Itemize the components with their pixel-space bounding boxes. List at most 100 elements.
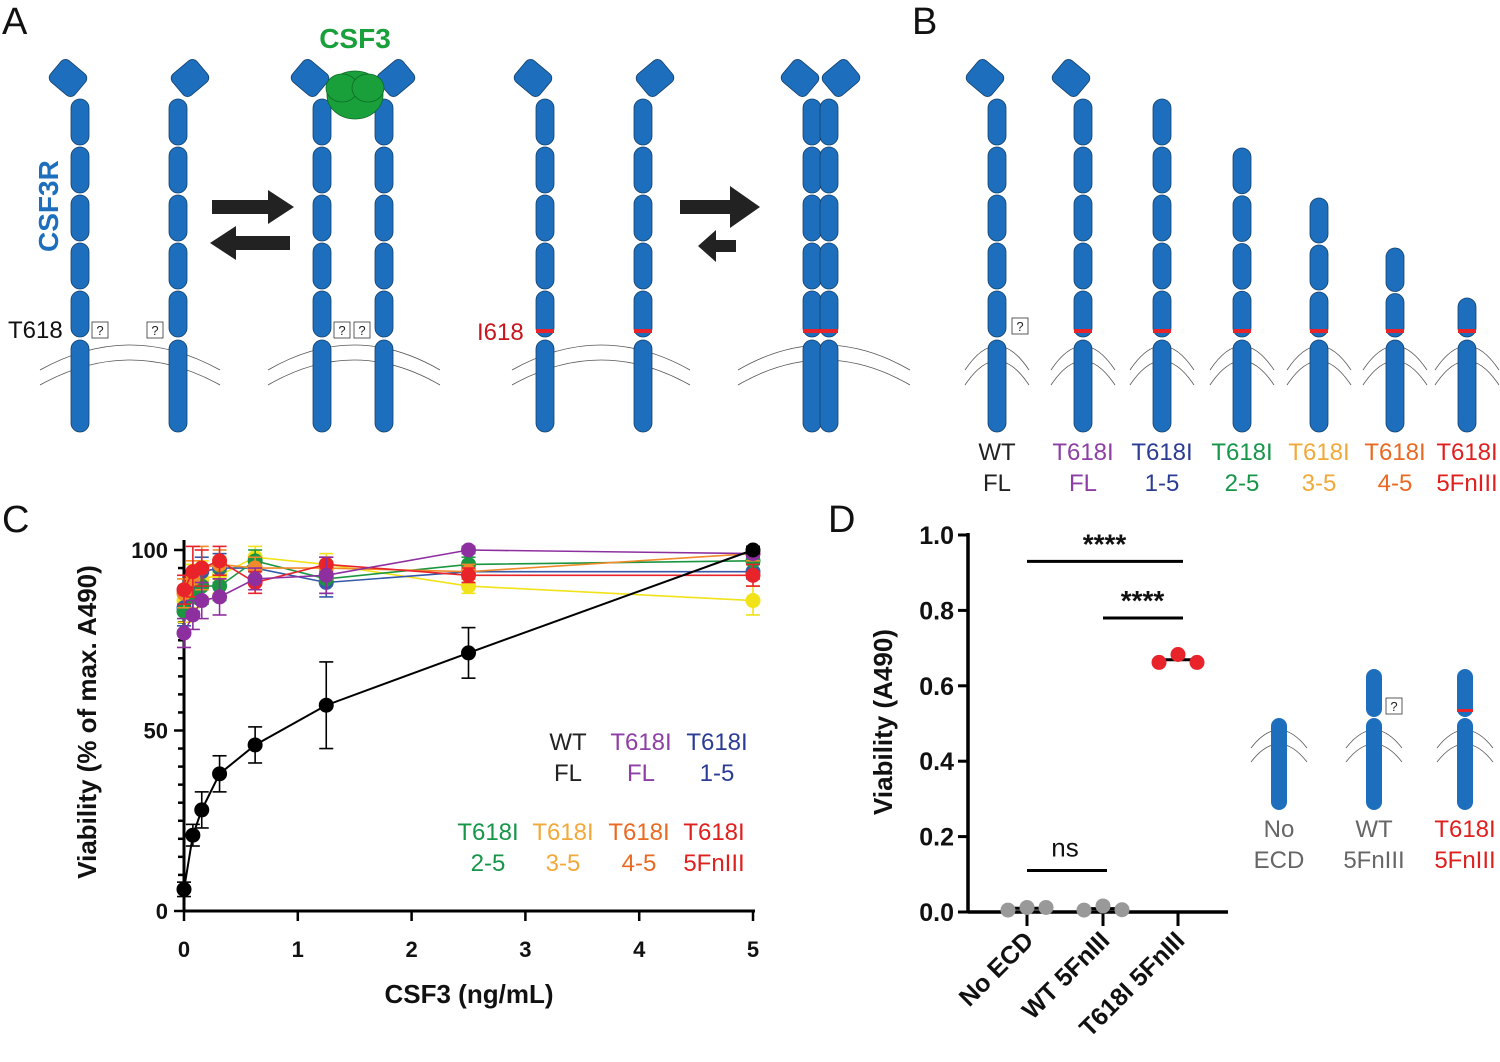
series-t618i-fl <box>176 542 761 649</box>
legend-entry-line1: WT <box>549 729 587 756</box>
x-tick-label: 3 <box>519 937 531 962</box>
receptor-domain <box>1152 290 1172 338</box>
panel-letter-c: C <box>2 499 29 541</box>
unknown-box <box>146 321 164 339</box>
receptor-label: CSF3R <box>33 160 64 252</box>
receptor-domain <box>1457 297 1477 338</box>
csf3-ligand-lobe <box>351 73 385 103</box>
receptor-domain <box>1073 98 1093 146</box>
receptor-domain <box>1366 669 1382 717</box>
data-point <box>318 697 334 713</box>
series-wt-fl <box>176 542 761 898</box>
dose-response-chart: 0 50 100 0 1 2 3 4 5 CSF3 (ng/mL) Viability (% of … <box>72 538 761 1009</box>
mutation-mark <box>1458 329 1476 333</box>
panel-letter-d: D <box>828 499 855 541</box>
mutation-mark <box>1386 329 1404 333</box>
y-tick-label: 1.0 <box>919 522 954 550</box>
membrane-inner <box>39 359 221 386</box>
group-no-ecd <box>1000 899 1054 918</box>
receptor-domain <box>312 98 332 146</box>
legend-entry-line2: 5FnIII <box>683 850 744 877</box>
mutation-mark <box>1074 329 1092 333</box>
receptor-domain <box>1152 194 1172 242</box>
construct-label-line1: No <box>1264 816 1295 843</box>
construct-label-line2: ECD <box>1254 847 1305 874</box>
receptor-domain <box>633 339 653 433</box>
data-point <box>1151 654 1167 670</box>
data-point <box>176 881 192 897</box>
receptor-domain <box>819 242 839 290</box>
receptor-domain <box>168 98 188 146</box>
mutation-mark <box>634 329 652 333</box>
legend-entry-line1: T618I <box>532 819 593 846</box>
mutation-mark <box>1310 329 1328 333</box>
construct-label-line2: FL <box>983 470 1011 497</box>
x-tick-label: 1 <box>292 937 304 962</box>
construct-label-line1: T618I <box>1436 439 1497 466</box>
legend-entry-line2: FL <box>554 760 582 787</box>
unknown-mark: ? <box>96 323 103 338</box>
receptor-domain <box>1457 339 1477 433</box>
data-point <box>194 802 210 818</box>
membrane-outer <box>267 344 441 371</box>
receptor-domain <box>1232 290 1252 338</box>
receptor-domain <box>70 194 90 242</box>
receptor-domain <box>1073 194 1093 242</box>
data-point <box>185 827 201 843</box>
legend-entry-line2: 1-5 <box>700 760 735 787</box>
legend-entry-line2: 3-5 <box>546 850 581 877</box>
receptor-domain <box>1232 195 1252 242</box>
x-tick-label: 0 <box>178 937 190 962</box>
membrane-outer <box>39 344 221 371</box>
y-tick-label: 0.4 <box>919 748 954 776</box>
y-tick-label: 0 <box>156 899 168 924</box>
receptor-domain <box>168 146 188 194</box>
construct-label-line1: T618I <box>1434 816 1495 843</box>
receptor-domain <box>1309 339 1329 433</box>
construct-label-line1: T618I <box>1211 439 1272 466</box>
significance-label: **** <box>1083 528 1127 559</box>
viability-dot-plot: 0.0 0.2 0.4 0.6 0.8 1.0 Viability (A490) No ECD… <box>868 522 1496 1043</box>
equilibrium-arrows-mutant <box>680 186 760 262</box>
receptor-domain <box>1271 718 1287 810</box>
receptor-domain <box>802 98 822 146</box>
receptor-domain <box>312 339 332 433</box>
receptor-domain <box>70 242 90 290</box>
receptor-domain <box>987 242 1007 290</box>
receptor-domain <box>374 98 394 146</box>
group-wt-5fniii <box>1076 898 1130 918</box>
receptor-domain <box>535 290 555 338</box>
construct-label-line2: 1-5 <box>1145 470 1180 497</box>
receptor-domain <box>819 194 839 242</box>
data-point <box>247 737 263 753</box>
receptor-domain <box>70 339 90 433</box>
data-point <box>745 567 761 583</box>
receptor-domain <box>374 290 394 338</box>
y-tick-label: 0.2 <box>919 824 954 852</box>
data-point <box>461 567 476 583</box>
unknown-box <box>333 321 351 339</box>
receptor-head <box>170 59 210 97</box>
significance-label: ns <box>1051 833 1078 863</box>
y-axis-title: Viability (% of max. A490) <box>72 565 102 879</box>
receptor-domain <box>1073 242 1093 290</box>
receptor-diagram-a: ???? <box>39 59 911 433</box>
receptor-head <box>780 59 820 97</box>
data-point <box>1019 899 1035 915</box>
data-point <box>212 766 228 782</box>
receptor-domain <box>987 146 1007 194</box>
mutation-mark <box>1233 329 1251 333</box>
receptor-domain <box>535 98 555 146</box>
mutation-mark <box>820 329 838 333</box>
legend-entry-line1: T618I <box>610 729 671 756</box>
receptor-domain <box>70 146 90 194</box>
receptor-domain <box>312 146 332 194</box>
receptor-head <box>821 59 861 97</box>
legend-entry-line2: 2-5 <box>471 850 506 877</box>
receptor-domain <box>802 339 822 433</box>
receptor-domain <box>633 146 653 194</box>
data-point <box>1000 902 1016 918</box>
unknown-box <box>353 321 371 339</box>
membrane-inner <box>267 359 441 386</box>
receptor-domain <box>312 194 332 242</box>
